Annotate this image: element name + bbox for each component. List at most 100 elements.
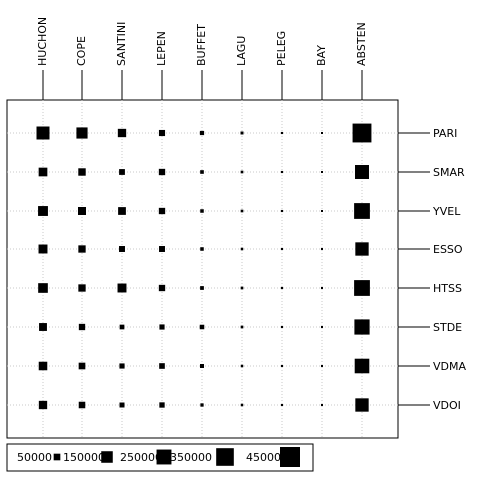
legend-marker (216, 448, 234, 466)
data-marker (119, 363, 125, 369)
legend: 50000 150000 250000 350000 450000 (6, 443, 314, 472)
row-labels: PARI SMAR YVEL ESSO HTSS STDE VDMA VDOI (398, 127, 466, 412)
data-marker (321, 326, 323, 328)
data-marker (199, 324, 205, 330)
data-marker (38, 400, 48, 410)
data-marker (38, 283, 48, 293)
data-marker (78, 207, 86, 215)
row-label: STDE (433, 321, 462, 334)
data-marker (38, 361, 48, 371)
data-marker (321, 404, 323, 406)
legend-marker (101, 451, 113, 463)
data-marker (78, 284, 86, 292)
data-marker (280, 131, 284, 135)
data-marker (240, 209, 244, 213)
data-marker (38, 206, 48, 216)
data-marker (158, 168, 166, 176)
data-marker (158, 129, 166, 137)
legend-marker (156, 449, 172, 465)
data-marker (200, 286, 204, 290)
data-marker (321, 171, 323, 173)
column-labels: HUCHON COPE SANTINI LEPEN BUFFET LAGU PELEG BAY… (36, 17, 368, 100)
data-marker (281, 248, 283, 250)
data-marker (36, 126, 50, 140)
data-marker (240, 364, 244, 368)
column-label: PELEG (275, 31, 288, 66)
row-label: VDMA (433, 360, 466, 373)
column-label: LEPEN (155, 31, 168, 66)
legend-label: 450000 (246, 451, 288, 464)
data-marker (355, 165, 369, 179)
row-label: VDOI (433, 399, 461, 412)
legend-label: 350000 (170, 451, 212, 464)
row-label: YVEL (432, 205, 461, 218)
column-label: SANTINI (115, 22, 128, 66)
data-marker (200, 170, 204, 174)
column-label: LAGU (235, 36, 248, 66)
data-marker (240, 170, 244, 174)
legend-marker (280, 447, 300, 467)
column-label: ABSTEN (355, 22, 368, 66)
data-marker (354, 203, 370, 219)
data-marker (321, 132, 323, 134)
data-marker (78, 245, 86, 253)
data-marker (159, 363, 165, 369)
data-marker (117, 128, 127, 138)
data-marker (200, 209, 204, 213)
data-marker (78, 362, 86, 370)
legend-label: 50000 (17, 451, 52, 464)
legend-label: 150000 (63, 451, 105, 464)
data-marker (281, 326, 283, 328)
data-marker (159, 324, 165, 330)
data-marker (78, 168, 86, 176)
data-marker (39, 323, 47, 331)
data-marker (118, 207, 126, 215)
column-label: HUCHON (36, 17, 49, 66)
data-marker (119, 324, 125, 330)
data-marker (280, 209, 284, 213)
data-marker (76, 127, 88, 139)
data-marker (117, 283, 127, 293)
data-marker (280, 170, 284, 174)
data-marker (240, 286, 244, 290)
data-marker (78, 401, 86, 409)
row-label: HTSS (433, 282, 462, 295)
data-marker (281, 404, 283, 406)
data-marker (119, 169, 125, 175)
column-label: COPE (75, 36, 88, 66)
data-marker (158, 207, 166, 215)
data-marker (119, 402, 125, 408)
data-marker (354, 319, 370, 335)
legend-items: 50000 150000 250000 350000 450000 (17, 447, 300, 467)
data-marker (352, 123, 372, 143)
data-marker (200, 364, 204, 368)
column-label: BUFFET (195, 24, 208, 66)
data-marker (321, 210, 323, 212)
data-marker (119, 246, 125, 252)
data-marker (321, 248, 323, 250)
row-label: ESSO (433, 243, 463, 256)
row-label: PARI (433, 127, 457, 140)
legend-label: 250000 (120, 451, 162, 464)
data-marker (159, 402, 165, 408)
legend-marker (53, 453, 61, 461)
data-marker (38, 167, 48, 177)
data-marker (354, 358, 370, 374)
data-marker (159, 246, 165, 252)
row-label: SMAR (433, 166, 465, 179)
data-marker (200, 247, 204, 251)
data-marker (200, 403, 204, 407)
data-marker (321, 365, 323, 367)
data-marker (38, 244, 48, 254)
data-marker (354, 280, 370, 296)
data-marker (355, 242, 369, 256)
data-marker (280, 286, 284, 290)
data-markers (36, 123, 372, 412)
data-marker (199, 130, 205, 136)
data-marker (240, 247, 244, 251)
data-marker (240, 131, 244, 135)
data-marker (78, 323, 86, 331)
data-marker (240, 403, 244, 407)
column-label: BAY (315, 45, 328, 66)
